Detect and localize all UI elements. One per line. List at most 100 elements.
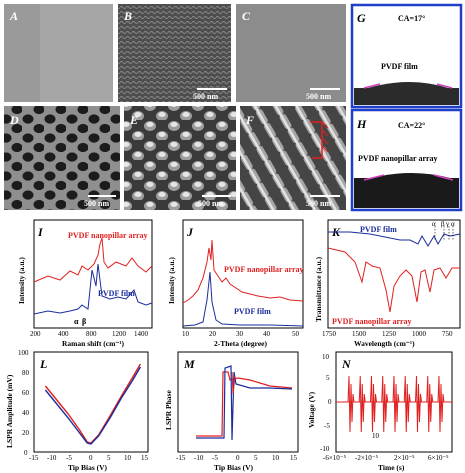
- tick-k-2: 1250: [382, 330, 397, 338]
- series-line-j-blue: [182, 271, 304, 327]
- tick-n-0: -6×10⁻⁵: [323, 454, 346, 462]
- panel-d: D 500 nm: [4, 106, 120, 210]
- xlabel-m: Tip Bias (V): [214, 463, 254, 472]
- series-line-i-red: [33, 237, 153, 283]
- legend-i-red: PVDF nanopillar array: [68, 231, 148, 240]
- panel-i: I PVDF nanopillar array PVDF film α β 20…: [17, 219, 153, 348]
- pulse-n: [392, 375, 400, 433]
- panel-label-m: M: [183, 357, 195, 371]
- annot-k-1: β: [441, 220, 445, 228]
- tick-k-3: 1000: [412, 330, 427, 338]
- panel-e: E 500 nm: [124, 106, 236, 210]
- tick-k-4: 750: [442, 330, 453, 338]
- tick-m-6: 15: [290, 454, 298, 462]
- ytick-l-4: 80: [22, 369, 30, 377]
- panel-b: B 500 nm: [118, 4, 231, 102]
- scalebar-label-c: 500 nm: [306, 92, 331, 101]
- annot-i-alpha: α: [74, 317, 79, 326]
- panel-label-b: B: [123, 9, 132, 23]
- legend-j-red: PVDF nanopillar array: [224, 265, 304, 274]
- xlabel-n: Time (s): [378, 463, 405, 472]
- xlabel-k: Wavelength (cm⁻¹): [354, 339, 415, 348]
- tick-j-2: 30: [236, 330, 244, 338]
- tick-n-1: -2×10⁻⁵: [355, 454, 378, 462]
- panel-c: C 500 nm: [236, 4, 346, 102]
- tick-l-0: -15: [29, 454, 39, 462]
- annot-k-2: γ: [445, 220, 449, 228]
- tick-n-2: 2×10⁻⁵: [394, 454, 415, 462]
- tick-i-1: 400: [58, 330, 69, 338]
- sample-label-h: PVDF nanopillar array: [358, 154, 438, 163]
- scalebar-label-d: 500 nm: [84, 199, 109, 208]
- ytick-n-4: 10: [322, 353, 330, 361]
- xlabel-l: Tip Bias (V): [68, 463, 108, 472]
- tick-k-0: 1750: [322, 330, 337, 338]
- legend-j-blue: PVDF film: [234, 307, 271, 316]
- series-line-k-blue: [328, 231, 461, 247]
- panel-h: H CA=22° PVDF nanopillar array: [350, 108, 463, 212]
- ytick-l-0: 0: [24, 449, 28, 457]
- tick-m-5: 10: [272, 454, 280, 462]
- xlabel-i: Raman shift (cm⁻¹): [62, 339, 125, 348]
- tick-m-0: -15: [176, 454, 186, 462]
- series-l: [44, 363, 142, 445]
- panel-label-l: L: [39, 357, 47, 371]
- ytick-l-3: 60: [22, 389, 30, 397]
- panel-n: N 10 10 5 0 -5 -10 -6×10⁻⁵ -2×10⁻⁵ 2×10⁻…: [307, 351, 453, 472]
- tick-k-1: 1500: [352, 330, 367, 338]
- ytick-l-2: 40: [22, 409, 30, 417]
- ylabel-n: Voltage (V): [307, 391, 316, 428]
- panel-label-j: J: [186, 225, 194, 239]
- tick-i-3: 1200: [112, 330, 127, 338]
- tick-l-1: -10: [47, 454, 57, 462]
- ytick-l-1: 20: [22, 429, 30, 437]
- sample-label-g: PVDF film: [381, 62, 418, 71]
- series-line-j-red: [182, 239, 304, 304]
- tick-n-3: 6×10⁻⁵: [428, 454, 449, 462]
- tick-m-2: -5: [212, 454, 218, 462]
- panel-label-g: G: [357, 11, 366, 25]
- ylabel-k: Transmittance (a.u.): [314, 256, 323, 322]
- ylabel-j: Intensity (a.u.): [167, 257, 176, 304]
- pulse-n: [415, 375, 422, 433]
- contact-angle-h: CA=22°: [398, 121, 425, 130]
- ytick-l-5: 100: [18, 349, 29, 357]
- ylabel-i: Intensity (a.u.): [17, 257, 26, 304]
- series-n: [347, 375, 445, 433]
- ylabel-m: LSPR Phase: [164, 390, 173, 430]
- ytick-n-2: 0: [328, 398, 332, 406]
- panel-a: A: [4, 4, 113, 102]
- xlabel-j: 2-Theta (degree): [214, 339, 267, 348]
- series-line-m-blue: [196, 365, 293, 441]
- panel-l: L 0 20 40 60 80 100 -15 -10 -5 0 5 10 15…: [5, 349, 149, 472]
- tick-l-4: 5: [107, 454, 111, 462]
- ytick-n-1: -5: [324, 422, 330, 430]
- ylabel-l: LSPR Amplitude (mV): [5, 374, 14, 448]
- scalebar-label-e: 500 nm: [198, 199, 223, 208]
- panel-label-d: D: [9, 113, 19, 127]
- annot-k-3: α: [451, 220, 455, 228]
- legend-k-red: PVDF nanopillar array: [332, 317, 412, 326]
- tick-l-6: 15: [141, 454, 149, 462]
- tick-i-0: 200: [30, 330, 41, 338]
- panel-j: J PVDF nanopillar array PVDF film 10 20 …: [167, 219, 304, 348]
- tick-j-4: 50: [292, 330, 300, 338]
- tick-j-1: 20: [209, 330, 217, 338]
- panel-label-n: N: [341, 357, 352, 371]
- panel-label-a: A: [9, 9, 18, 23]
- legend-k-blue: PVDF film: [360, 225, 397, 234]
- tick-j-0: 10: [182, 330, 190, 338]
- scalebar-label-b: 500 nm: [193, 92, 218, 101]
- pulse-n: [370, 375, 377, 433]
- panel-label-h: H: [356, 117, 367, 131]
- tick-i-4: 1400: [134, 330, 149, 338]
- tick-l-3: 0: [89, 454, 93, 462]
- series-line-k-red: [327, 247, 460, 313]
- panel-label-f: F: [245, 113, 254, 127]
- ytick-n-0: -10: [320, 445, 330, 453]
- ytick-n-3: 5: [326, 374, 330, 382]
- pulse-n: [403, 375, 411, 433]
- panel-label-e: E: [129, 113, 138, 127]
- pulse-n: [358, 375, 366, 433]
